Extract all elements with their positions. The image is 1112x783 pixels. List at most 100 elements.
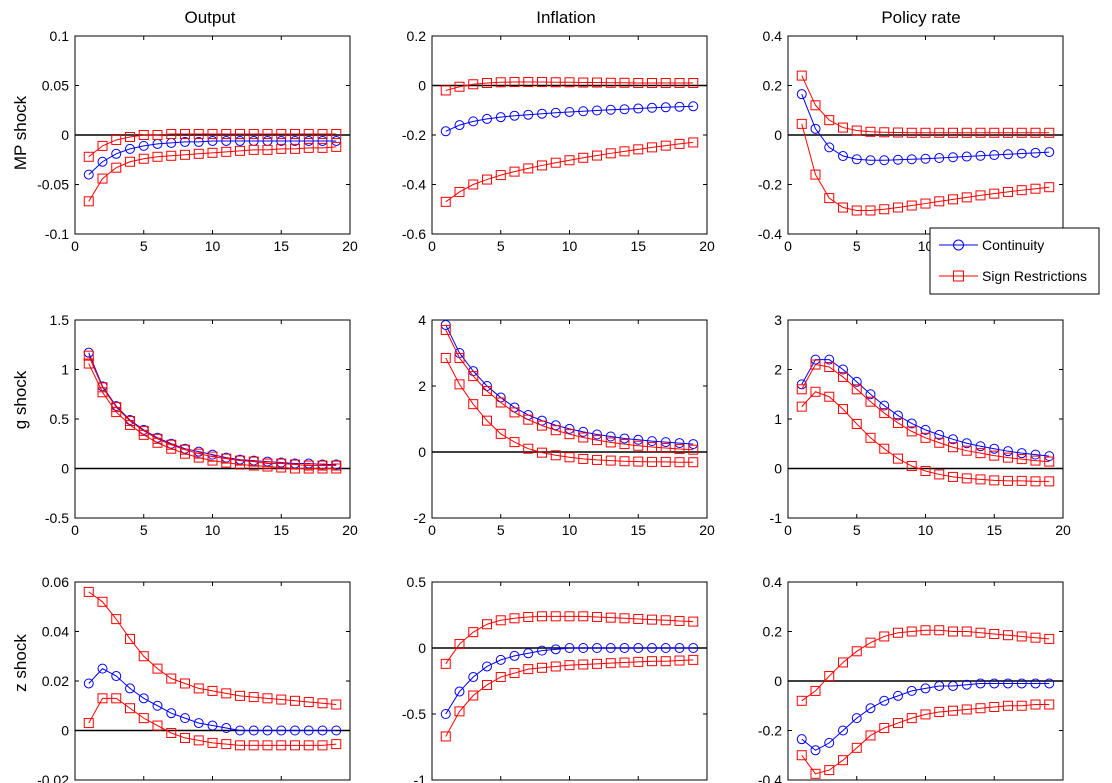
data-point xyxy=(660,140,671,151)
data-point xyxy=(906,685,917,696)
data-point xyxy=(331,699,342,710)
data-point xyxy=(961,626,972,637)
data-point xyxy=(1044,127,1055,138)
data-point xyxy=(83,169,94,180)
data-point xyxy=(180,448,190,459)
data-point xyxy=(482,113,492,124)
data-point xyxy=(550,107,561,118)
data-point xyxy=(796,384,807,395)
data-point xyxy=(1030,147,1041,158)
data-point xyxy=(303,725,314,736)
data-point xyxy=(290,463,300,474)
data-point xyxy=(97,140,108,151)
data-point xyxy=(523,611,534,622)
data-point xyxy=(523,664,534,675)
data-point xyxy=(276,725,287,736)
data-point xyxy=(221,146,232,157)
series-sign-restrictions-1 xyxy=(83,129,342,162)
data-point xyxy=(317,740,328,751)
y-tick-label: -0.4 xyxy=(758,772,782,783)
data-point xyxy=(647,102,657,113)
data-point xyxy=(838,657,848,668)
data-point xyxy=(934,196,945,207)
data-point xyxy=(221,135,232,146)
data-point xyxy=(961,679,972,690)
data-point xyxy=(509,166,520,177)
data-point xyxy=(948,705,958,716)
series-line xyxy=(801,359,1050,457)
data-point xyxy=(248,725,259,736)
data-point xyxy=(290,129,300,140)
data-point xyxy=(97,173,108,184)
data-point xyxy=(961,473,972,484)
data-point xyxy=(1044,456,1055,467)
data-point xyxy=(592,658,602,669)
data-point xyxy=(920,424,931,435)
data-point xyxy=(1016,127,1027,138)
legend-marker-continuity xyxy=(953,239,964,251)
series-sign-restrictions-2 xyxy=(83,141,342,207)
data-point xyxy=(906,426,917,437)
data-point xyxy=(193,129,204,140)
data-point xyxy=(1044,678,1055,689)
data-point xyxy=(578,426,589,437)
data-point xyxy=(303,463,314,474)
data-point xyxy=(674,138,685,149)
data-point xyxy=(138,130,149,140)
data-point xyxy=(647,442,657,453)
data-point xyxy=(564,77,575,88)
data-point xyxy=(961,438,972,449)
data-point xyxy=(317,129,328,140)
data-point xyxy=(482,174,492,185)
data-point xyxy=(317,725,328,736)
series-line xyxy=(801,629,1050,702)
data-point xyxy=(125,143,135,154)
data-point xyxy=(865,205,876,216)
data-point xyxy=(235,145,245,156)
series-sign-restrictions-1 xyxy=(440,77,699,96)
data-point xyxy=(865,703,876,714)
series-line xyxy=(801,93,1050,161)
data-point xyxy=(619,643,630,653)
data-point xyxy=(975,448,986,459)
data-point xyxy=(1044,476,1055,487)
data-point xyxy=(97,596,108,607)
data-point xyxy=(166,673,177,684)
data-point xyxy=(920,465,931,476)
data-point xyxy=(138,713,149,724)
data-point xyxy=(1044,147,1055,158)
y-tick-label: 0.06 xyxy=(42,574,69,590)
data-point xyxy=(138,429,149,440)
y-tick-label: 0 xyxy=(774,673,782,689)
data-point xyxy=(633,103,644,114)
data-point xyxy=(1044,182,1055,193)
data-point xyxy=(961,151,972,162)
data-point xyxy=(879,155,890,166)
data-point xyxy=(578,453,589,464)
data-point xyxy=(440,658,451,669)
plot-frame xyxy=(74,319,351,519)
data-point xyxy=(111,162,122,173)
data-point xyxy=(948,442,958,453)
data-point xyxy=(865,126,876,137)
y-tick-label: 1 xyxy=(774,411,782,427)
data-point xyxy=(851,125,862,136)
data-point xyxy=(975,150,986,161)
data-point xyxy=(920,198,931,209)
series-continuity-0 xyxy=(796,89,1055,166)
y-tick-label: -2 xyxy=(414,510,427,526)
y-tick-label: 0.4 xyxy=(763,28,783,44)
data-point xyxy=(454,379,465,390)
data-point xyxy=(605,455,616,466)
x-tick-label: 20 xyxy=(699,238,715,254)
data-point xyxy=(592,429,602,440)
data-point xyxy=(948,680,958,691)
data-point xyxy=(276,129,287,140)
x-tick-label: 5 xyxy=(140,522,148,538)
series-line xyxy=(801,391,1050,482)
series-sign-restrictions-2 xyxy=(440,654,699,742)
series-sign-restrictions-2 xyxy=(440,137,699,207)
column-title-policy-rate: Policy rate xyxy=(881,8,960,27)
series-line xyxy=(801,75,1050,134)
data-point xyxy=(523,443,534,454)
